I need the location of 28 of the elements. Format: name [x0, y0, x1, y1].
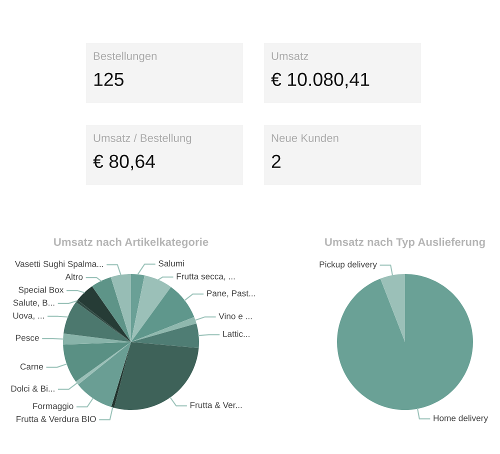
slice-label: Lattic... — [223, 330, 250, 337]
chart-title: Umsatz nach Artikelkategorie — [54, 238, 208, 248]
slice-label: Pesce — [16, 334, 39, 341]
text: Bestellungen — [94, 52, 157, 62]
slice-label: Frutta & Verdura BIO — [16, 416, 96, 422]
slice-label: Pane, Past... — [207, 290, 255, 298]
slice-label: Altro — [65, 274, 83, 280]
slice-label: Uova, ... — [13, 312, 44, 320]
text: € 10.080,41 — [271, 72, 370, 88]
slice-label: Frutta secca, ... — [176, 273, 235, 280]
text: 2 — [272, 154, 280, 168]
text: Umsatz / Bestellung — [94, 134, 192, 144]
slice-label: Dolci & Bi... — [11, 385, 54, 392]
slice-label: Vasetti Sughi Spalma... — [14, 260, 104, 269]
slice-label: Frutta & Ver... — [190, 402, 242, 408]
slice-label: Formaggio — [33, 402, 74, 411]
slice-label: Salute, B... — [13, 299, 54, 307]
slice-label: Pickup delivery — [320, 261, 377, 270]
text: 125 — [94, 72, 124, 86]
slice-label: Home delivery — [434, 414, 488, 423]
text: Neue Kunden — [272, 134, 338, 142]
slice-label: Vino e ... — [218, 312, 252, 320]
slice-label: Salumi — [158, 260, 184, 267]
slice-label: Special Box — [18, 286, 64, 295]
text: € 80,64 — [93, 154, 156, 170]
chart-title: Umsatz nach Typ Auslieferung — [325, 238, 485, 248]
text: Umsatz — [272, 52, 308, 60]
slice-label: Carne — [20, 364, 44, 370]
